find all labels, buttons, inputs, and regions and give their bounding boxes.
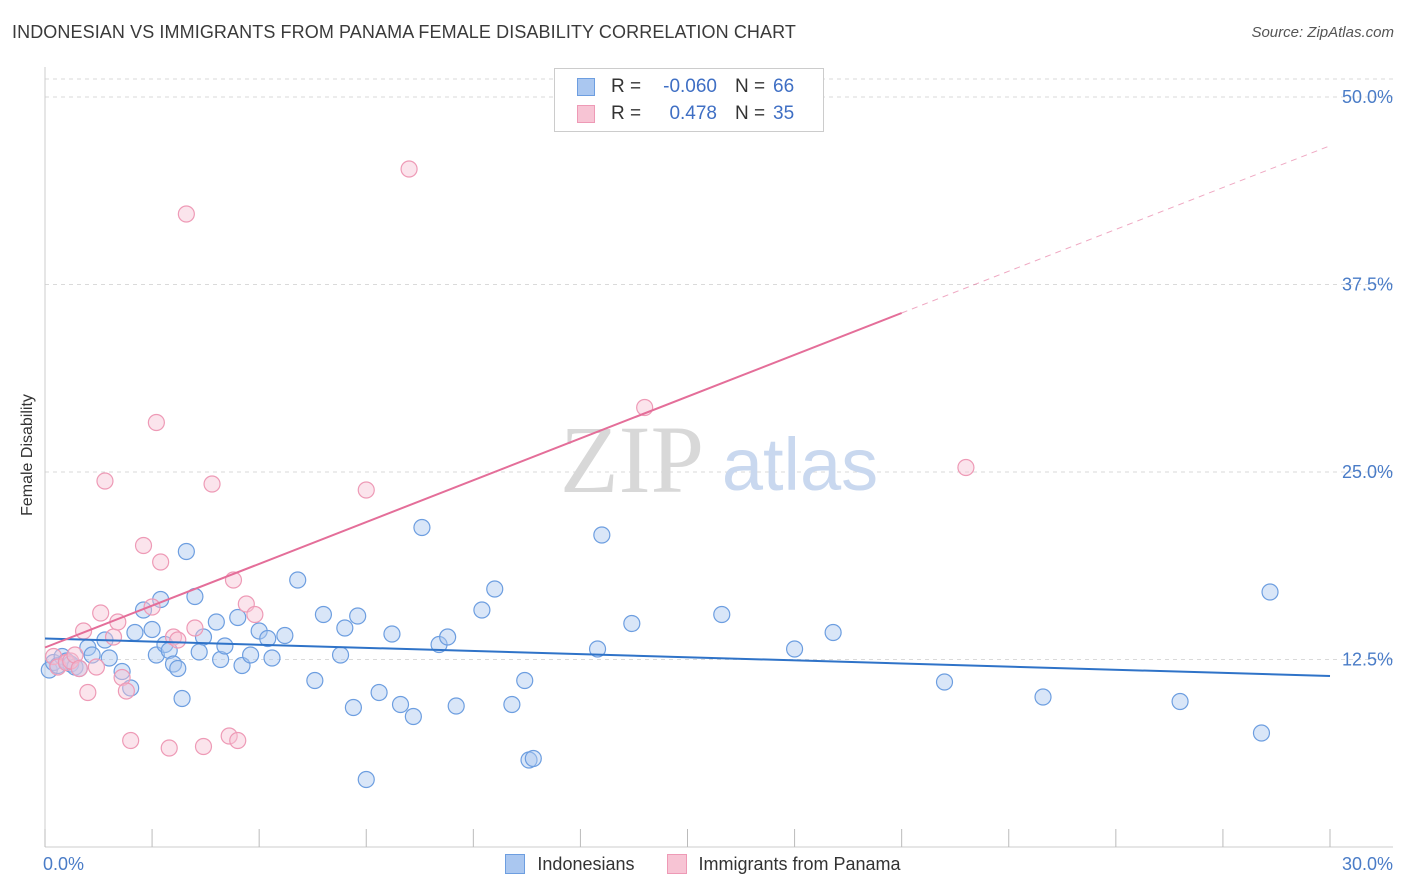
panama-point — [80, 685, 96, 701]
indonesians-point — [937, 674, 953, 690]
panama-point — [136, 538, 152, 554]
panama-point — [97, 473, 113, 489]
indonesians-point — [440, 629, 456, 645]
legend-label: Indonesians — [537, 854, 634, 875]
legend-swatch-pink — [667, 854, 687, 874]
scatter-plot: ZIP atlas 12.5%25.0%37.5%50.0%0.0% 30.0% — [0, 0, 1406, 892]
indonesians-point — [217, 638, 233, 654]
indonesians-point — [174, 691, 190, 707]
panama-point — [123, 733, 139, 749]
panama-point — [71, 661, 87, 677]
indonesians-point — [1253, 725, 1269, 741]
panama-point — [178, 206, 194, 222]
indonesians-point — [393, 697, 409, 713]
panama-point — [247, 607, 263, 623]
indonesians-point — [337, 620, 353, 636]
legend-swatch-blue — [577, 78, 595, 96]
indonesians-point — [414, 520, 430, 536]
panama-point — [93, 605, 109, 621]
indonesians-point — [714, 607, 730, 623]
panama-point — [88, 659, 104, 675]
legend-n-value: 66 — [773, 76, 794, 98]
panama-point — [118, 683, 134, 699]
indonesians-point — [448, 698, 464, 714]
indonesians-point — [1172, 694, 1188, 710]
legend-r-label: R = — [611, 76, 645, 98]
indonesians-point — [333, 647, 349, 663]
indonesians-point — [345, 700, 361, 716]
indonesians-point — [290, 572, 306, 588]
indonesians-point — [384, 626, 400, 642]
panama-point — [187, 620, 203, 636]
panama-point — [170, 632, 186, 648]
y-tick-label: 50.0% — [1342, 87, 1393, 107]
axes — [45, 67, 1393, 847]
panama-point — [161, 740, 177, 756]
legend-item-indonesians[interactable]: Indonesians — [505, 854, 634, 875]
tick-labels: 12.5% 25.0% 37.5% 50.0% 0.0% 30.0% — [43, 87, 1393, 874]
indonesians-point — [264, 650, 280, 666]
y-tick-label: 12.5% — [1342, 650, 1393, 670]
legend-r-label: R = — [611, 103, 645, 125]
indonesians-point — [307, 673, 323, 689]
panama-point — [204, 476, 220, 492]
panama-point — [358, 482, 374, 498]
indonesians-point — [405, 709, 421, 725]
legend-n-label: N = — [735, 76, 773, 98]
indonesians-point — [208, 614, 224, 630]
indonesians-point — [277, 628, 293, 644]
legend-r-value: -0.060 — [645, 76, 717, 98]
watermark-atlas: atlas — [722, 423, 878, 506]
indonesians-point — [487, 581, 503, 597]
correlation-legend: R = -0.060 N = 66 R = 0.478 N = 35 — [554, 68, 824, 132]
legend-r-value: 0.478 — [645, 103, 717, 125]
indonesians-point — [825, 625, 841, 641]
indonesians-point — [243, 647, 259, 663]
indonesians-point — [787, 641, 803, 657]
indonesians-point — [517, 673, 533, 689]
panama-point — [958, 460, 974, 476]
indonesians-point — [315, 607, 331, 623]
panama-point — [230, 733, 246, 749]
legend-row-indonesians: R = -0.060 N = 66 — [577, 76, 794, 98]
indonesians-point — [371, 685, 387, 701]
indonesians-point — [358, 772, 374, 788]
indonesians-point — [474, 602, 490, 618]
indonesians-point — [127, 625, 143, 641]
legend-swatch-blue — [505, 854, 525, 874]
y-tick-label: 37.5% — [1342, 275, 1393, 295]
watermark: ZIP atlas — [560, 406, 878, 513]
panama-point — [195, 739, 211, 755]
indonesians-point — [144, 622, 160, 638]
legend-n-value: 35 — [773, 103, 794, 125]
panama-point — [153, 554, 169, 570]
panama-point — [148, 415, 164, 431]
y-tick-label: 25.0% — [1342, 462, 1393, 482]
indonesians-point — [525, 751, 541, 767]
legend-row-panama: R = 0.478 N = 35 — [577, 103, 794, 125]
watermark-zip: ZIP — [560, 406, 704, 513]
legend-n-label: N = — [735, 103, 773, 125]
series-legend: Indonesians Immigrants from Panama — [0, 852, 1406, 876]
panama-trend-extension — [902, 146, 1330, 313]
grid-lines — [45, 79, 1393, 660]
panama-point — [106, 629, 122, 645]
legend-label: Immigrants from Panama — [699, 854, 901, 875]
indonesians-point — [178, 544, 194, 560]
legend-swatch-pink — [577, 105, 595, 123]
indonesians-point — [191, 644, 207, 660]
indonesians-point — [504, 697, 520, 713]
indonesians-point — [1262, 584, 1278, 600]
indonesians-point — [170, 661, 186, 677]
indonesians-point — [1035, 689, 1051, 705]
indonesians-point — [624, 616, 640, 632]
panama-point — [401, 161, 417, 177]
legend-item-panama[interactable]: Immigrants from Panama — [667, 854, 901, 875]
indonesians-point — [350, 608, 366, 624]
indonesians-point — [594, 527, 610, 543]
